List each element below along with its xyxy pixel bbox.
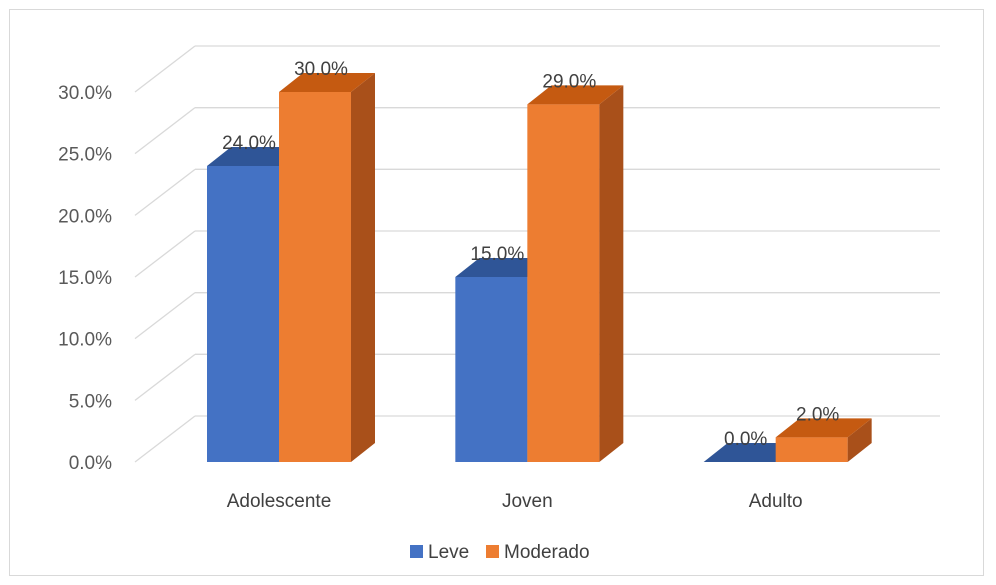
bars: [207, 73, 872, 462]
y-tick-label: 10.0%: [58, 330, 112, 351]
y-tick-label: 25.0%: [58, 145, 112, 166]
data-label: 24.0%: [222, 133, 276, 154]
legend-item-leve: Leve: [410, 542, 469, 563]
legend-swatch: [410, 545, 423, 558]
y-tick-label: 15.0%: [58, 268, 112, 289]
data-label: 15.0%: [470, 244, 524, 265]
gridline-side: [134, 415, 196, 463]
x-tick-label: Joven: [502, 491, 553, 512]
gridline-side: [134, 168, 196, 216]
legend-swatch: [486, 545, 499, 558]
bar-front: [279, 92, 351, 462]
data-label: 29.0%: [542, 71, 596, 92]
x-tick-label: Adulto: [749, 491, 803, 512]
bar-top: [775, 418, 872, 438]
y-tick-label: 0.0%: [69, 453, 112, 474]
x-tick-label: Adolescente: [227, 491, 332, 512]
gridline-side: [134, 292, 196, 340]
gridline-side: [134, 45, 196, 93]
data-label: 30.0%: [294, 59, 348, 80]
y-tick-label: 5.0%: [69, 391, 112, 412]
bar-front: [527, 104, 600, 462]
data-labels: 24.0% 30.0% 15.0% 29.0% 0.0% 2.0%: [222, 59, 839, 450]
bar-side: [599, 85, 624, 462]
bar-moderado-joven: [527, 85, 624, 462]
bar-moderado-adulto: [775, 418, 872, 462]
y-tick-label: 30.0%: [58, 83, 112, 104]
data-label: 2.0%: [796, 404, 839, 425]
gridline-side: [134, 107, 196, 155]
bar-moderado-adolescente: [279, 73, 375, 462]
bar-top: [527, 85, 624, 105]
bar-top: [279, 73, 375, 92]
y-tick-label: 20.0%: [58, 206, 112, 227]
bar-front: [207, 166, 279, 462]
legend-label: Moderado: [504, 542, 590, 563]
gridline-side: [134, 353, 196, 401]
x-axis: Adolescente Joven Adulto: [227, 491, 803, 512]
data-label: 0.0%: [724, 429, 767, 450]
bar-side: [847, 418, 872, 462]
legend-label: Leve: [428, 542, 469, 563]
gridline-side: [134, 230, 196, 278]
y-axis: 0.0% 5.0% 10.0% 15.0% 20.0% 25.0% 30.0%: [58, 83, 112, 474]
legend: Leve Moderado: [410, 542, 590, 563]
bar-front: [455, 277, 528, 462]
bar-side: [351, 73, 375, 462]
legend-item-moderado: Moderado: [486, 542, 590, 563]
bar-front: [775, 437, 848, 462]
